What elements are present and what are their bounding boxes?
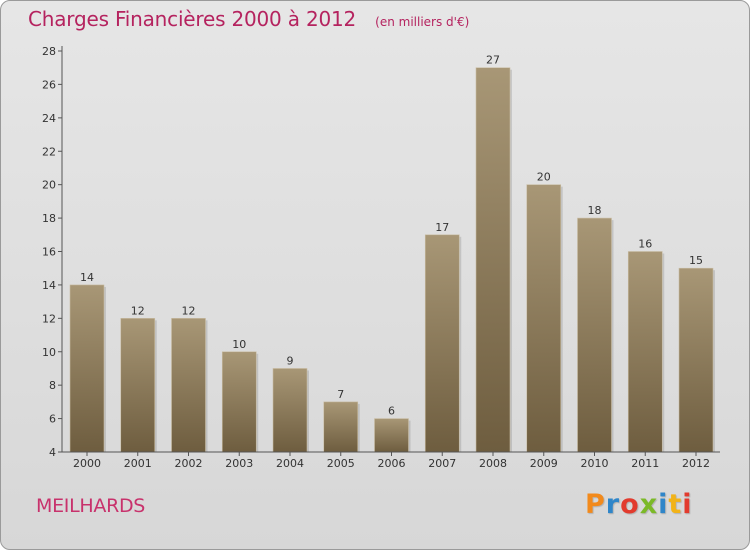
y-tick-label-12: 12 [42, 312, 56, 325]
bar-2012 [678, 267, 714, 453]
value-label-2005: 7 [337, 388, 344, 401]
value-label-2012: 15 [689, 254, 703, 267]
logo-letter: x [639, 489, 659, 520]
y-tick-label-6: 6 [49, 413, 56, 426]
x-tick-label-2001: 2001 [124, 457, 152, 470]
commune-name: MEILHARDS [36, 495, 146, 517]
x-tick-label-2008: 2008 [479, 457, 507, 470]
bar-2004 [272, 368, 308, 453]
bar-2011 [627, 251, 663, 453]
y-tick-label-8: 8 [49, 379, 56, 392]
value-label-2004: 9 [287, 354, 294, 367]
bar-2000 [69, 284, 105, 453]
x-tick-label-2007: 2007 [428, 457, 456, 470]
axis-layer: 4 6 8 10 12 14 16 18 20 22 24 26 28 2000 2001 2002 2003 2… [42, 45, 720, 470]
bar-2010 [577, 217, 612, 453]
y-tick-label-22: 22 [42, 145, 56, 158]
value-label-2006: 6 [388, 405, 395, 418]
proxiti-logo: Proxiti [585, 489, 693, 520]
value-label-2007: 17 [435, 221, 449, 234]
logo-letter: P [585, 489, 606, 520]
bar-2002 [171, 318, 206, 453]
y-tick-label-24: 24 [42, 112, 56, 125]
x-tick-label-2003: 2003 [225, 457, 253, 470]
x-tick-label-2000: 2000 [73, 457, 101, 470]
y-tick-label-14: 14 [42, 279, 56, 292]
value-label-2009: 20 [537, 171, 551, 184]
value-label-2001: 12 [131, 304, 145, 317]
bar-2001 [120, 318, 156, 453]
bar-2009 [526, 184, 562, 453]
value-label-2003: 10 [232, 338, 246, 351]
y-tick-label-10: 10 [42, 346, 56, 359]
y-tick-label-28: 28 [42, 45, 56, 58]
logo-letter: t [668, 489, 683, 520]
bar-2003 [221, 351, 257, 453]
y-tick-label-20: 20 [42, 179, 56, 192]
chart-title: Charges Financières 2000 à 2012 [28, 7, 357, 31]
bars-layer: 14 12 12 10 9 7 6 17 27 20 18 16 15 [69, 54, 715, 453]
logo-letter: r [605, 489, 621, 520]
bar-2008 [475, 67, 511, 453]
x-tick-label-2005: 2005 [327, 457, 355, 470]
y-tick-label-4: 4 [49, 446, 56, 459]
x-tick-label-2004: 2004 [276, 457, 304, 470]
x-tick-label-2002: 2002 [175, 457, 203, 470]
y-tick-label-16: 16 [42, 246, 56, 259]
chart-title-row: Charges Financières 2000 à 2012 (en mill… [28, 7, 469, 31]
chart-unit: (en milliers d'€) [375, 15, 470, 29]
x-tick-label-2011: 2011 [631, 457, 659, 470]
bar-2005 [323, 401, 359, 453]
x-tick-label-2010: 2010 [581, 457, 609, 470]
value-label-2008: 27 [486, 54, 500, 67]
value-label-2010: 18 [588, 204, 602, 217]
y-tick-label-18: 18 [42, 212, 56, 225]
bar-2006 [374, 418, 409, 453]
bar-2007 [424, 234, 460, 453]
x-tick-label-2009: 2009 [530, 457, 558, 470]
value-label-2011: 16 [638, 238, 652, 251]
y-tick-label-26: 26 [42, 78, 56, 91]
value-label-2000: 14 [80, 271, 94, 284]
logo-letter: o [620, 489, 640, 520]
value-label-2002: 12 [182, 304, 196, 317]
x-tick-label-2012: 2012 [682, 457, 710, 470]
x-tick-label-2006: 2006 [378, 457, 406, 470]
logo-letter: i [682, 489, 693, 520]
logo-letter: i [658, 489, 669, 520]
